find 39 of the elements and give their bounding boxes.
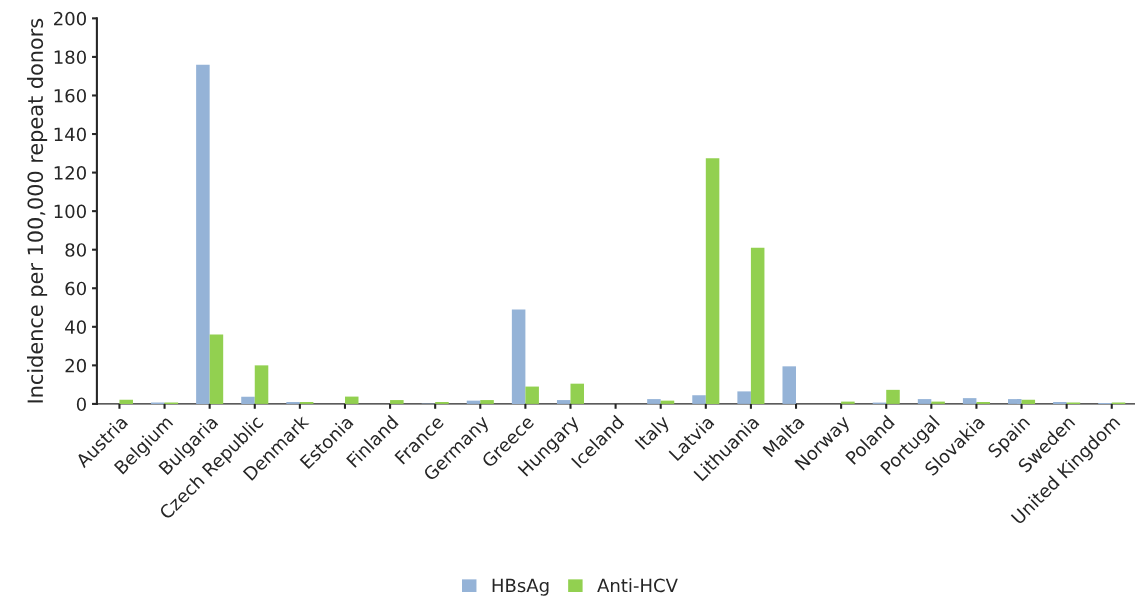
y-tick-label: 20 <box>65 358 86 373</box>
y-tick-label: 200 <box>54 11 86 26</box>
bar <box>344 396 359 404</box>
bar <box>254 365 269 404</box>
bar <box>480 400 494 404</box>
bar <box>196 64 210 404</box>
y-tick-label: 140 <box>54 127 86 142</box>
bar <box>931 401 945 404</box>
y-tick-label: 0 <box>76 397 86 412</box>
bar <box>570 383 585 404</box>
bar <box>962 398 977 404</box>
bar <box>647 399 661 404</box>
y-tick-label: 40 <box>65 320 86 334</box>
y-tick-label: 120 <box>54 166 86 180</box>
bar <box>737 391 751 404</box>
y-tick-label: 160 <box>54 88 86 103</box>
y-tick-label: 180 <box>54 50 86 65</box>
bar <box>917 399 932 404</box>
bar <box>511 309 526 404</box>
bar <box>692 395 706 404</box>
bar <box>390 400 404 404</box>
legend-label: Anti-HCV <box>597 578 678 593</box>
y-tick-label: 100 <box>54 204 86 219</box>
y-tick-label: 60 <box>65 281 86 296</box>
bar <box>1008 399 1022 404</box>
y-tick-label: 80 <box>65 243 86 257</box>
y-axis-title: Incidence per 100,000 repeat donors <box>27 18 48 403</box>
bar <box>241 396 255 404</box>
bar <box>750 247 765 404</box>
legend-label: HBsAg <box>492 578 549 596</box>
bar <box>556 400 571 404</box>
bar <box>841 401 855 404</box>
bar <box>886 389 900 404</box>
bar <box>705 158 720 404</box>
bar <box>782 366 797 404</box>
bar <box>209 334 224 404</box>
bar <box>525 386 539 404</box>
bar <box>1021 399 1036 404</box>
bar <box>119 399 133 404</box>
